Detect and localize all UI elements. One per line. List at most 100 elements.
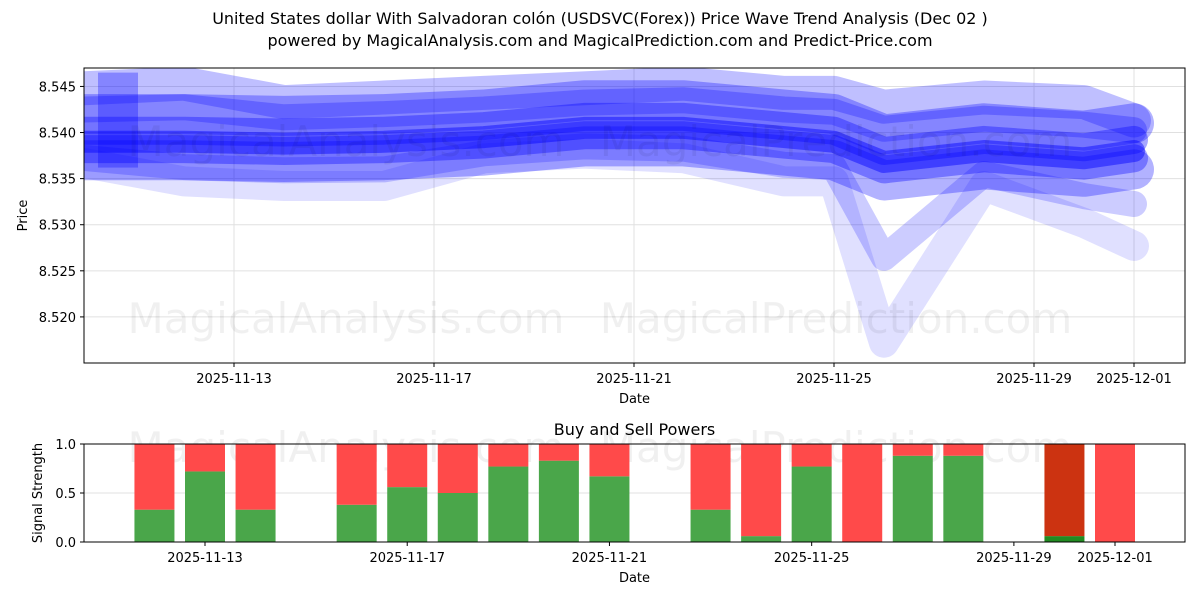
signal-bar-2025-11-16	[336, 444, 377, 542]
watermark: MagicalPrediction.com	[600, 294, 1073, 343]
buy-power-bar	[185, 471, 225, 542]
signal-bars	[134, 444, 1135, 542]
y-tick-label: 8.520	[39, 311, 76, 326]
signal-bar-2025-11-20	[538, 444, 579, 542]
sell-power-bar	[943, 444, 984, 456]
signal-bar-2025-11-21	[589, 444, 630, 542]
price-wave-bands	[84, 68, 1154, 358]
chart-subtitle: powered by MagicalAnalysis.com and Magic…	[267, 31, 933, 50]
wave-band	[98, 72, 138, 168]
x-tick-label: 2025-12-01	[1077, 551, 1153, 566]
chart-title: United States dollar With Salvadoran col…	[212, 9, 988, 28]
y-tick-label: 0.5	[55, 487, 76, 502]
watermark: MagicalPrediction.com	[600, 117, 1073, 166]
y-tick-label: 8.545	[39, 80, 76, 95]
buy-sell-chart: MagicalAnalysis.comMagicalPrediction.com…	[31, 420, 1186, 586]
wave-band	[84, 68, 1151, 138]
signal-bar-2025-11-25	[791, 444, 832, 542]
buy-power-bar	[538, 460, 579, 542]
price-grid	[84, 68, 1185, 363]
signal-bar-2025-11-26	[842, 444, 883, 542]
signal-bar-2025-11-23	[690, 444, 731, 542]
buy-power-bar	[943, 455, 984, 542]
sell-power-bar	[134, 444, 175, 510]
x-axis-label: Date	[619, 392, 650, 407]
signal-bar-2025-11-17	[387, 444, 428, 542]
signal-chart-title: Buy and Sell Powers	[554, 420, 716, 439]
buy-power-bar	[1044, 536, 1085, 542]
x-tick-label: 2025-11-13	[196, 372, 272, 387]
x-tick-label: 2025-11-25	[796, 372, 872, 387]
y-tick-label: 8.530	[39, 219, 76, 234]
wave-band	[84, 138, 1149, 358]
y-tick-label: 0.0	[55, 536, 76, 551]
sell-power-bar	[235, 444, 276, 510]
buy-power-bar	[741, 536, 782, 542]
signal-bar-2025-11-30	[1044, 444, 1085, 542]
wave-band	[84, 133, 1147, 271]
sell-power-bar	[185, 444, 225, 472]
watermark: MagicalAnalysis.com	[128, 117, 565, 166]
y-tick-label: 1.0	[55, 438, 76, 453]
y-tick-label: 8.540	[39, 127, 76, 142]
wave-band	[84, 87, 1147, 144]
signal-bar-2025-11-19	[488, 444, 529, 542]
buy-power-bar	[387, 487, 428, 542]
x-tick-label: 2025-11-13	[167, 551, 243, 566]
signal-bar-2025-11-13	[185, 444, 225, 542]
watermark: MagicalPrediction.com	[600, 423, 1073, 472]
x-axis-label: Date	[619, 571, 650, 586]
x-tick-label: 2025-11-17	[369, 551, 445, 566]
wave-band	[84, 126, 1154, 201]
buy-power-bar	[336, 504, 377, 542]
y-tick-label: 8.535	[39, 173, 76, 188]
x-tick-label: 2025-11-29	[996, 372, 1072, 387]
x-tick-label: 2025-11-21	[572, 551, 648, 566]
buy-power-bar	[589, 476, 630, 542]
sell-power-bar	[741, 444, 782, 537]
sell-power-bar	[842, 444, 883, 542]
price-chart: MagicalAnalysis.com MagicalPrediction.com…	[16, 67, 1186, 407]
sell-power-bar	[336, 444, 377, 505]
signal-bar-2025-11-12	[134, 444, 175, 542]
price-x-axis: 2025-11-13 2025-11-17 2025-11-21 2025-11-25…	[196, 363, 1172, 387]
sell-power-bar	[690, 444, 731, 510]
y-axis-label: Price	[16, 200, 31, 232]
buy-power-bar	[488, 466, 529, 542]
buy-power-bar	[235, 509, 276, 542]
signal-bar-2025-11-18	[437, 444, 478, 542]
signal-bar-2025-11-28	[943, 444, 984, 542]
sell-power-bar	[1044, 444, 1085, 537]
sell-power-bar	[387, 444, 428, 488]
buy-power-bar	[437, 493, 478, 542]
y-axis-label: Signal Strength	[31, 443, 46, 543]
watermark: MagicalAnalysis.com	[128, 294, 565, 343]
x-tick-label: 2025-12-01	[1096, 372, 1172, 387]
price-y-axis: 8.520 8.525 8.530 8.535 8.540 8.545	[39, 80, 84, 326]
buy-power-bar	[791, 466, 832, 542]
sell-power-bar	[488, 444, 529, 467]
y-tick-label: 8.525	[39, 265, 76, 280]
sell-power-bar	[892, 444, 933, 456]
signal-bar-2025-12-01	[1095, 444, 1135, 542]
wave-band	[84, 116, 1145, 173]
x-tick-label: 2025-11-21	[596, 372, 672, 387]
sell-power-bar	[791, 444, 832, 467]
wave-band	[84, 80, 1154, 155]
signal-bar-2025-11-14	[235, 444, 276, 542]
sell-power-bar	[437, 444, 478, 493]
x-tick-label: 2025-11-29	[976, 551, 1052, 566]
buy-power-bar	[134, 509, 175, 542]
x-tick-label: 2025-11-25	[774, 551, 850, 566]
sell-power-bar	[538, 444, 579, 461]
signal-bar-2025-11-24	[741, 444, 782, 542]
buy-power-bar	[690, 509, 731, 542]
sell-power-bar	[589, 444, 630, 477]
wave-band	[84, 121, 1148, 184]
signal-bar-2025-11-27	[892, 444, 933, 542]
wave-band	[84, 102, 1148, 165]
x-tick-label: 2025-11-17	[396, 372, 472, 387]
sell-power-bar	[1095, 444, 1135, 542]
buy-power-bar	[892, 455, 933, 542]
